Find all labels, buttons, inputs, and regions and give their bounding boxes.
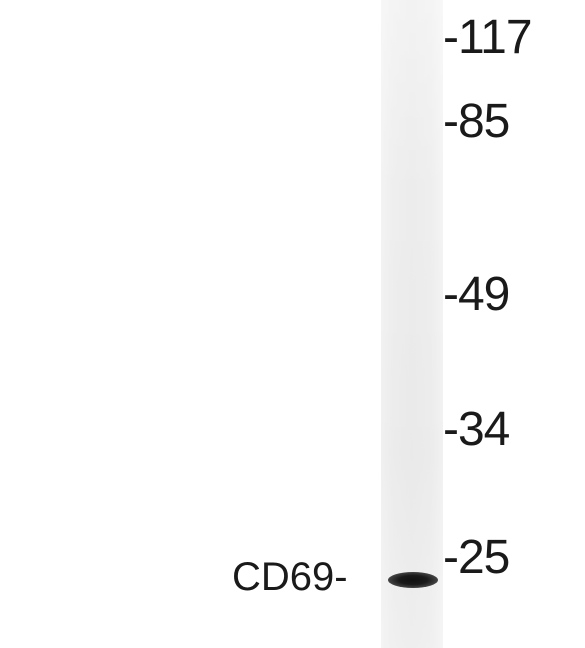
protein-band: [388, 572, 438, 588]
marker-label-85: -85: [443, 95, 510, 148]
marker-label-34: -34: [443, 403, 510, 456]
marker-label-49: -49: [443, 268, 510, 321]
marker-label-25: -25: [443, 531, 510, 584]
gel-lane: [381, 0, 443, 648]
protein-label: CD69-: [232, 555, 348, 599]
marker-label-117: -117: [443, 11, 533, 64]
gel-lane-shading: [381, 0, 443, 648]
